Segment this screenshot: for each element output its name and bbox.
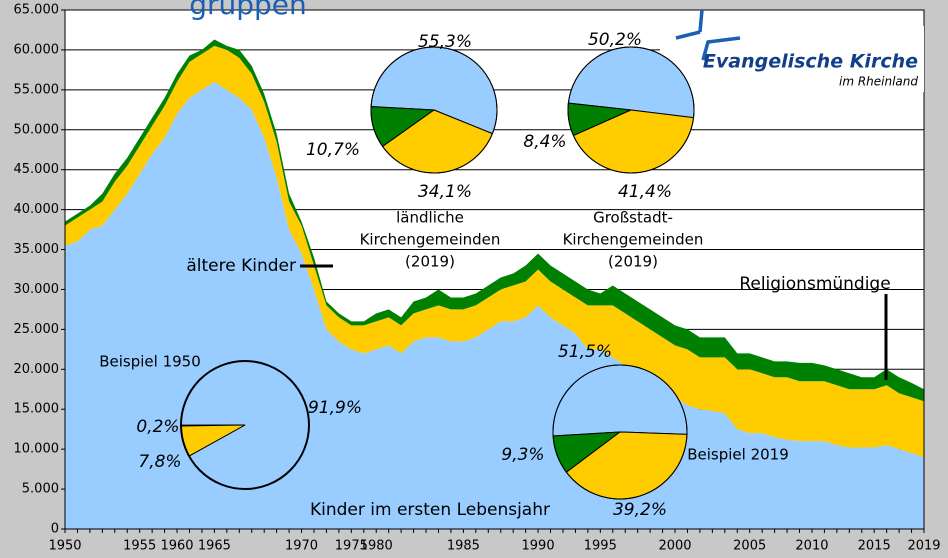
y-tick-label: 30.000 — [14, 282, 60, 297]
x-tick-label: 1980 — [360, 539, 393, 554]
pie-value-label: 50,2% — [588, 30, 642, 50]
pie-outline — [180, 360, 310, 490]
pie-value-label: 7,8% — [138, 452, 181, 472]
y-tick-label: 5.000 — [22, 482, 59, 497]
y-tick-label: 25.000 — [14, 322, 60, 337]
pie-outline — [567, 46, 695, 174]
plot-border — [64, 9, 925, 530]
pie-title: Beispiel 2019 — [687, 446, 789, 464]
chart-title: gruppen — [189, 0, 307, 21]
logo-mark — [675, 9, 741, 61]
x-tick-label: 1975 — [335, 539, 368, 554]
series-label: ältere Kinder — [186, 256, 296, 276]
y-tick-label: 10.000 — [14, 442, 60, 457]
x-tick-label: 2000 — [658, 539, 691, 554]
pie-title: (2019) — [405, 253, 455, 271]
x-tick-label: 1965 — [198, 539, 231, 554]
x-tick-label: 1990 — [522, 539, 555, 554]
pie-title: Beispiel 1950 — [99, 353, 201, 371]
pie-title: Kirchengemeinden — [563, 231, 704, 249]
y-tick-label: 35.000 — [14, 242, 60, 257]
area — [65, 45, 924, 458]
x-tick-label: 1995 — [584, 539, 617, 554]
x-tick-label: 2019 — [907, 539, 940, 554]
pie-title: (2019) — [608, 253, 658, 271]
logo-name: Evangelische Kirche — [703, 51, 918, 73]
y-tick-label: 50.000 — [14, 122, 60, 137]
y-tick-label: 20.000 — [14, 362, 60, 377]
pie-value-label: 0,2% — [136, 417, 179, 437]
pie-value-label: 91,9% — [308, 398, 362, 418]
series-label: Kinder im ersten Lebensjahr — [310, 500, 550, 520]
pie-value-label: 10,7% — [306, 140, 360, 160]
pie-value-label: 55,3% — [418, 32, 472, 52]
pie-value-label: 41,4% — [618, 182, 672, 202]
y-tick-label: 65.000 — [14, 3, 60, 18]
pie-value-label: 9,3% — [501, 445, 544, 465]
x-tick-label: 1970 — [285, 539, 318, 554]
logo-sub: im Rheinland — [839, 75, 918, 89]
pie-value-label: 39,2% — [613, 500, 667, 520]
pie-value-label: 51,5% — [558, 342, 612, 362]
y-tick-label: 55.000 — [14, 82, 60, 97]
pie-outline — [552, 364, 688, 500]
pie-title: ländliche — [396, 209, 464, 227]
x-tick-label: 2015 — [858, 539, 891, 554]
pie-outline — [370, 46, 498, 174]
pies: 55,3% 34,1% 10,7% ländliche Kirchengemeinden… — [99, 30, 789, 520]
y-tick-label: 45.000 — [14, 162, 60, 177]
pie-title: Großstadt- — [593, 209, 673, 227]
x-tick-label: 1985 — [447, 539, 480, 554]
y-tick-label: 0 — [51, 522, 59, 537]
x-tick-label: 1955 — [123, 539, 156, 554]
y-tick-label: 40.000 — [14, 202, 60, 217]
x-tick-label: 1960 — [160, 539, 193, 554]
pie-value-label: 8,4% — [523, 132, 566, 152]
y-tick-label: 60.000 — [14, 42, 60, 57]
x-tick-label: 2005 — [733, 539, 766, 554]
y-tick-label: 15.000 — [14, 402, 60, 417]
pie-value-label: 34,1% — [418, 182, 472, 202]
series-label: Religionsmündige — [739, 274, 890, 294]
pie-title: Kirchengemeinden — [360, 231, 501, 249]
x-tick-label: 2010 — [795, 539, 828, 554]
x-tick-label: 1950 — [48, 539, 81, 554]
